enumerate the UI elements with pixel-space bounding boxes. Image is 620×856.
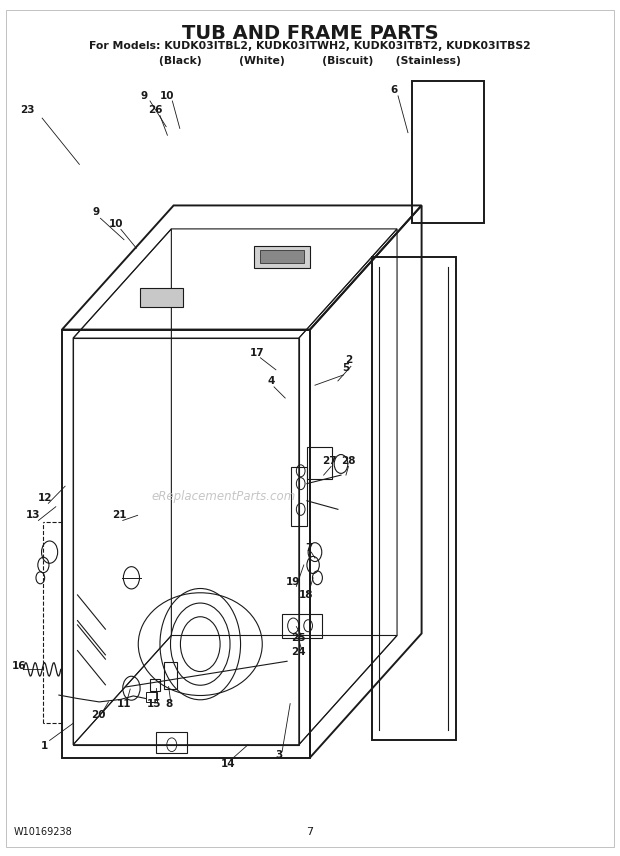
Text: 1: 1 <box>41 741 48 752</box>
Text: 10: 10 <box>160 91 175 101</box>
Text: 28: 28 <box>341 455 356 466</box>
Text: 19: 19 <box>285 577 300 587</box>
Text: 23: 23 <box>20 104 35 115</box>
Bar <box>156 732 187 753</box>
Text: For Models: KUDK03ITBL2, KUDK03ITWH2, KUDK03ITBT2, KUDK03ITBS2: For Models: KUDK03ITBL2, KUDK03ITWH2, KU… <box>89 41 531 51</box>
Text: W10169238: W10169238 <box>14 827 73 837</box>
Text: 3: 3 <box>275 750 283 760</box>
Text: 6: 6 <box>391 85 398 95</box>
Text: 25: 25 <box>291 633 306 643</box>
Text: 2: 2 <box>345 354 352 365</box>
Bar <box>164 662 177 689</box>
Text: eReplacementParts.com: eReplacementParts.com <box>151 490 295 503</box>
Text: TUB AND FRAME PARTS: TUB AND FRAME PARTS <box>182 24 438 43</box>
Text: 14: 14 <box>221 758 236 769</box>
Text: 7: 7 <box>306 827 314 837</box>
Text: 26: 26 <box>148 104 162 115</box>
Text: 7: 7 <box>305 543 312 553</box>
Text: 9: 9 <box>92 207 100 217</box>
Text: 27: 27 <box>322 455 337 466</box>
Bar <box>150 679 160 691</box>
Text: 16: 16 <box>11 661 26 671</box>
Bar <box>254 247 310 267</box>
Bar <box>282 614 322 638</box>
Text: 8: 8 <box>165 698 172 709</box>
Text: 21: 21 <box>112 510 126 520</box>
Text: 20: 20 <box>91 710 105 720</box>
Text: 13: 13 <box>26 510 41 520</box>
Text: 15: 15 <box>146 698 161 709</box>
Text: 18: 18 <box>299 590 314 600</box>
Bar <box>307 447 332 479</box>
Bar <box>291 467 307 526</box>
Text: 5: 5 <box>342 363 350 373</box>
Text: (Black)          (White)          (Biscuit)      (Stainless): (Black) (White) (Biscuit) (Stainless) <box>159 56 461 66</box>
Text: 12: 12 <box>37 493 52 503</box>
Text: 9: 9 <box>140 91 148 101</box>
Text: 24: 24 <box>291 647 306 657</box>
Bar <box>146 692 157 702</box>
Text: 17: 17 <box>250 348 265 358</box>
Text: 4: 4 <box>268 376 275 386</box>
Text: 11: 11 <box>117 698 131 709</box>
Text: 10: 10 <box>109 219 124 229</box>
Bar <box>140 288 183 307</box>
Bar <box>260 251 304 264</box>
